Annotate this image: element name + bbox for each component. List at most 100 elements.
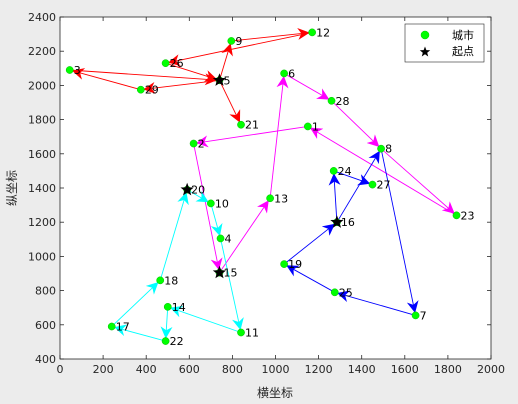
city-point-25 [330, 288, 339, 297]
city-point-21 [237, 120, 245, 129]
city-point-7 [411, 311, 420, 320]
legend-box [404, 23, 485, 63]
city-label-16: 16 [341, 216, 355, 229]
y-tick-label: 1000 [28, 250, 56, 263]
city-label-3: 3 [74, 64, 81, 77]
route-arrow-2-to-15 [193, 143, 223, 271]
route-arrow-13-to-6 [269, 75, 289, 199]
city-label-6: 6 [288, 67, 295, 80]
y-tick-label: 600 [35, 319, 56, 332]
y-tick-label: 2200 [28, 45, 56, 58]
x-tick-label: 600 [179, 363, 200, 376]
city-label-14: 14 [172, 301, 186, 314]
route-arrow-5-to-21 [219, 80, 241, 123]
x-tick-label: 0 [57, 363, 64, 376]
city-label-11: 11 [245, 326, 259, 339]
city-point-18 [156, 276, 165, 285]
route-arrow-22-to-17 [114, 324, 166, 342]
route-arrow-16-to-24 [328, 173, 341, 223]
city-label-26: 26 [170, 57, 184, 70]
route-arrow-15-to-13 [219, 200, 269, 273]
start-marker-4 [212, 265, 227, 279]
city-point-4 [216, 234, 225, 243]
city-label-8: 8 [385, 143, 392, 156]
route-arrow-3-to-5 [69, 69, 218, 86]
route-arrow-10-to-4 [210, 203, 223, 237]
route-arrow-11-to-14 [170, 305, 242, 333]
city-label-1: 1 [312, 120, 319, 133]
route-arrow-23-to-1 [309, 127, 457, 216]
route-arrow-6-to-28 [283, 73, 330, 100]
y-tick-label: 2400 [28, 11, 56, 24]
x-axis-label: 横坐标 [257, 386, 293, 400]
city-label-24: 24 [338, 165, 352, 178]
legend-start-marker [419, 46, 431, 57]
route-arrow-9-to-12 [231, 27, 310, 42]
city-point-12 [308, 28, 316, 37]
city-point-17 [107, 322, 116, 331]
city-label-27: 27 [376, 179, 390, 192]
city-point-27 [368, 180, 377, 189]
x-tick-label: 1000 [262, 363, 290, 376]
routes-layer [69, 27, 457, 342]
legend-city-marker [420, 30, 430, 40]
city-label-9: 9 [235, 35, 242, 48]
x-tick-label: 1200 [305, 363, 333, 376]
legend: 城市 起点 [404, 23, 485, 63]
city-point-24 [329, 167, 338, 175]
y-tick-label: 1200 [28, 216, 56, 229]
route-arrow-14-to-22 [160, 306, 173, 339]
x-tick-label: 200 [93, 363, 114, 376]
city-label-17: 17 [116, 321, 130, 334]
axes-ticks: 0 200 400 600 800 1000 1200 1400 1600 1800 2000400… [28, 11, 505, 376]
city-point-14 [163, 302, 172, 311]
start-markers-layer [180, 73, 344, 279]
start-marker-2 [180, 182, 194, 196]
y-tick-label: 800 [35, 285, 56, 298]
x-tick-label: 1400 [348, 363, 376, 376]
x-tick-label: 1600 [391, 363, 419, 376]
x-tick-label: 800 [222, 363, 243, 376]
city-label-10: 10 [215, 197, 229, 210]
plot-area [60, 17, 491, 359]
city-point-13 [266, 194, 274, 203]
route-arrow-8-to-23 [380, 148, 455, 214]
route-arrow-7-to-25 [337, 290, 416, 316]
city-label-18: 18 [164, 274, 178, 287]
city-point-11 [237, 328, 245, 337]
city-point-2 [189, 139, 198, 148]
route-arrow-18-to-20 [159, 192, 189, 281]
city-point-10 [207, 199, 215, 208]
city-label-28: 28 [336, 95, 350, 108]
route-arrow-19-to-16 [283, 223, 336, 265]
legend-start-label: 起点 [452, 45, 474, 58]
route-arrow-25-to-19 [286, 265, 335, 293]
city-point-26 [161, 59, 170, 68]
city-point-6 [280, 69, 288, 78]
city-point-1 [303, 122, 312, 131]
route-arrow-4-to-11 [220, 238, 244, 331]
route-arrow-8-to-7 [380, 148, 419, 314]
route-arrow-24-to-27 [333, 170, 371, 186]
route-arrow-12-to-26 [167, 31, 313, 67]
city-point-28 [327, 96, 336, 105]
city-label-12: 12 [316, 26, 330, 39]
city-label-13: 13 [274, 192, 288, 205]
city-label-19: 19 [288, 258, 302, 271]
city-point-8 [377, 144, 385, 153]
y-tick-label: 1600 [28, 148, 56, 161]
legend-city-label: 城市 [452, 28, 474, 42]
city-label-29: 29 [145, 84, 159, 97]
city-point-19 [280, 260, 288, 268]
start-marker-3 [330, 215, 344, 228]
x-tick-label: 400 [136, 363, 157, 376]
route-arrow-17-to-18 [111, 281, 159, 327]
x-tick-label: 2000 [477, 363, 505, 376]
city-label-21: 21 [245, 119, 259, 132]
start-marker-1 [212, 73, 227, 86]
city-label-25: 25 [339, 286, 353, 299]
city-point-22 [161, 337, 170, 345]
city-label-20: 20 [191, 184, 205, 197]
